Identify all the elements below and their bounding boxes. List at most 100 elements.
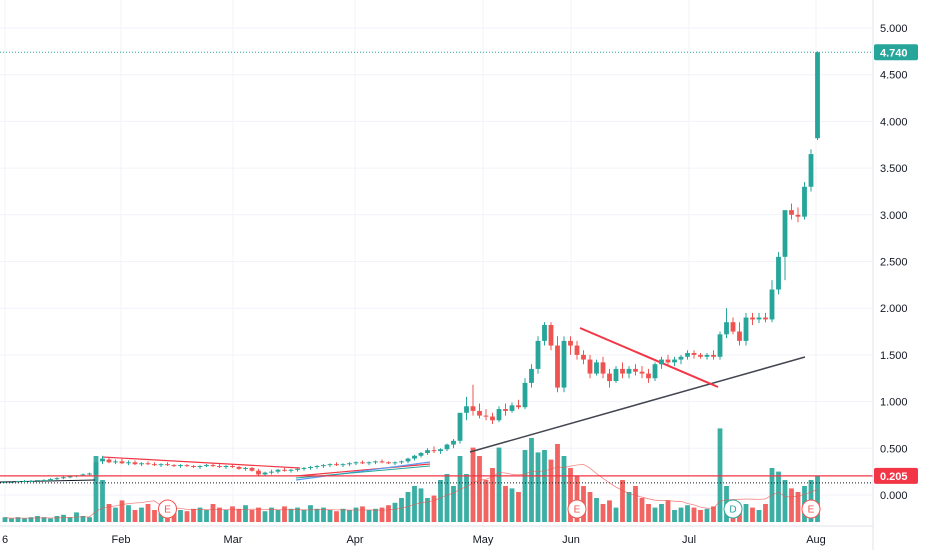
candle-body[interactable] xyxy=(789,210,794,215)
trendline-channel-blue[interactable] xyxy=(295,461,431,481)
candle-body[interactable] xyxy=(730,322,736,332)
candle-body[interactable] xyxy=(113,461,118,463)
candle-body[interactable] xyxy=(223,466,229,468)
candle-body[interactable] xyxy=(106,459,112,463)
candle-body[interactable] xyxy=(600,362,606,374)
candle-body[interactable] xyxy=(210,465,216,467)
candle-body[interactable] xyxy=(672,359,677,363)
candle-body[interactable] xyxy=(659,359,664,365)
candle-body[interactable] xyxy=(477,410,482,416)
candle-body[interactable] xyxy=(217,466,222,468)
candle-body[interactable] xyxy=(470,406,476,411)
candle-body[interactable] xyxy=(152,464,157,466)
candle-body[interactable] xyxy=(301,467,307,469)
candle-body[interactable] xyxy=(711,354,716,357)
candle-body[interactable] xyxy=(431,450,437,452)
candle-body[interactable] xyxy=(529,368,534,383)
candle-body[interactable] xyxy=(457,412,463,441)
candle-body[interactable] xyxy=(178,465,183,467)
candle-body[interactable] xyxy=(61,477,66,479)
candle-body[interactable] xyxy=(704,354,710,357)
candle-body[interactable] xyxy=(607,373,612,382)
candle-body[interactable] xyxy=(204,465,209,467)
candle-body[interactable] xyxy=(776,256,781,290)
candle-body[interactable] xyxy=(314,466,320,468)
candle-body[interactable] xyxy=(503,409,508,411)
candle-body[interactable] xyxy=(548,325,554,346)
candle-body[interactable] xyxy=(743,317,749,341)
trendline-support-rising[interactable] xyxy=(469,356,806,453)
candle-body[interactable] xyxy=(230,466,235,468)
candle-body[interactable] xyxy=(191,466,196,468)
candle-body[interactable] xyxy=(483,415,489,417)
candle-body[interactable] xyxy=(366,462,372,464)
candle-body[interactable] xyxy=(139,463,144,465)
price-axis[interactable]: 5.000 4.500 4.000 3.500 3.000 2.500 2.000 1.500… xyxy=(880,23,908,502)
candle-body[interactable] xyxy=(67,476,73,478)
candle-body[interactable] xyxy=(542,325,547,341)
candlestick-series[interactable] xyxy=(2,51,820,483)
candle-body[interactable] xyxy=(93,462,99,475)
candle-body[interactable] xyxy=(87,473,92,475)
candle-body[interactable] xyxy=(119,461,125,464)
candle-body[interactable] xyxy=(490,416,495,421)
candle-body[interactable] xyxy=(724,322,729,335)
candle-body[interactable] xyxy=(594,362,599,374)
candle-body[interactable] xyxy=(399,461,404,463)
candle-body[interactable] xyxy=(334,464,339,466)
candle-body[interactable] xyxy=(243,467,248,469)
candle-body[interactable] xyxy=(652,364,658,379)
candle-body[interactable] xyxy=(327,464,333,466)
candle-body[interactable] xyxy=(717,334,723,357)
candle-body[interactable] xyxy=(295,468,300,470)
candle-body[interactable] xyxy=(496,409,502,421)
event-marker-circle[interactable] xyxy=(567,499,587,519)
candle-body[interactable] xyxy=(347,463,352,465)
trendline-drawings[interactable] xyxy=(0,327,806,483)
candle-body[interactable] xyxy=(158,464,164,466)
candle-body[interactable] xyxy=(444,444,450,450)
candle-body[interactable] xyxy=(275,469,281,472)
candle-body[interactable] xyxy=(269,471,274,473)
candle-body[interactable] xyxy=(321,465,326,467)
candle-body[interactable] xyxy=(412,455,417,459)
candle-body[interactable] xyxy=(626,368,632,374)
candle-body[interactable] xyxy=(646,373,651,379)
candle-body[interactable] xyxy=(392,462,398,464)
candle-body[interactable] xyxy=(100,458,105,462)
candle-body[interactable] xyxy=(15,480,21,482)
candle-body[interactable] xyxy=(126,462,131,464)
candle-body[interactable] xyxy=(288,469,294,471)
trendline-resistance-red[interactable] xyxy=(101,456,301,469)
candle-body[interactable] xyxy=(418,452,424,456)
candle-body[interactable] xyxy=(555,345,560,388)
candle-body[interactable] xyxy=(28,480,34,482)
candle-body[interactable] xyxy=(236,466,242,469)
candle-body[interactable] xyxy=(386,462,391,464)
candle-body[interactable] xyxy=(425,450,430,453)
candle-body[interactable] xyxy=(535,340,541,369)
candle-body[interactable] xyxy=(698,354,703,357)
candle-body[interactable] xyxy=(54,478,60,480)
candle-body[interactable] xyxy=(685,353,690,357)
candle-body[interactable] xyxy=(795,214,801,217)
candle-body[interactable] xyxy=(815,52,820,139)
event-marker-circle[interactable] xyxy=(158,499,177,519)
candle-body[interactable] xyxy=(516,405,521,408)
candle-body[interactable] xyxy=(2,481,8,483)
candle-body[interactable] xyxy=(522,382,528,408)
candle-body[interactable] xyxy=(184,465,190,467)
candle-body[interactable] xyxy=(737,331,742,341)
candle-body[interactable] xyxy=(373,461,378,463)
candle-body[interactable] xyxy=(613,368,619,382)
candle-body[interactable] xyxy=(256,470,261,475)
candle-body[interactable] xyxy=(197,466,203,468)
candle-body[interactable] xyxy=(360,462,365,464)
candle-body[interactable] xyxy=(665,359,671,363)
event-marker-circle[interactable] xyxy=(723,499,743,519)
candle-body[interactable] xyxy=(561,340,567,388)
candle-body[interactable] xyxy=(308,466,313,468)
candle-body[interactable] xyxy=(802,186,807,217)
candle-body[interactable] xyxy=(464,406,469,413)
